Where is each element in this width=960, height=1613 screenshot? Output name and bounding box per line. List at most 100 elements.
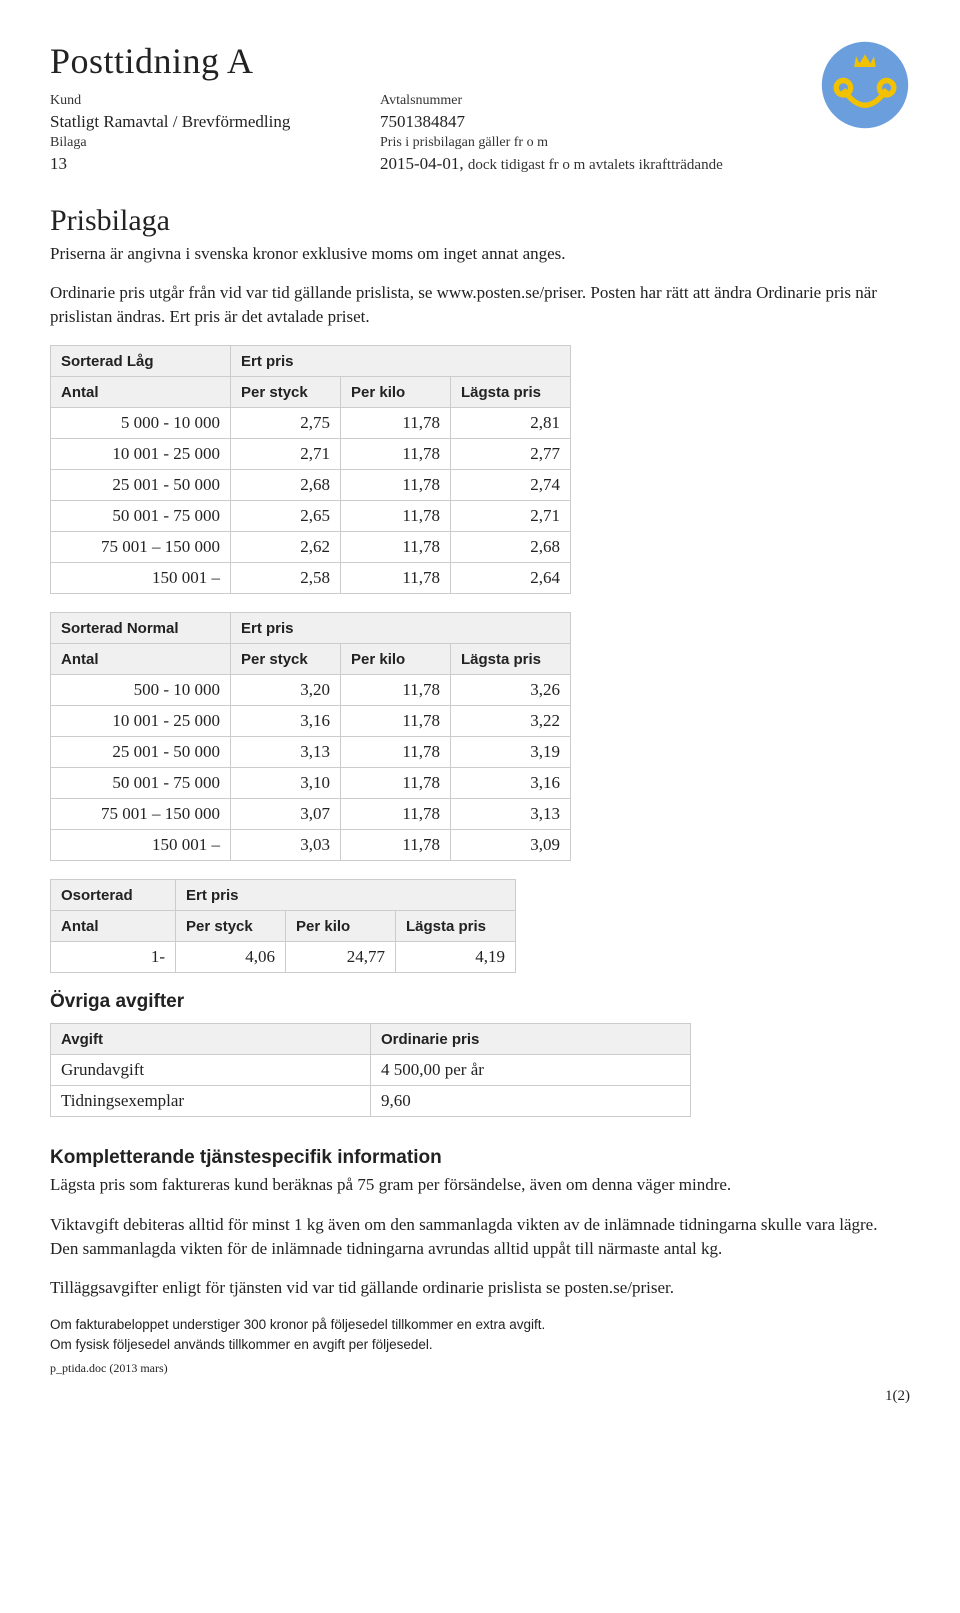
th-perkilo: Per kilo [341,644,451,675]
cell-range: 25 001 - 50 000 [51,470,231,501]
table-ovriga: Avgift Ordinarie pris Grundavgift4 500,0… [50,1023,691,1117]
cell-fee-value: 9,60 [371,1086,691,1117]
cell-range: 75 001 – 150 000 [51,799,231,830]
cell-lagsta: 2,68 [451,532,571,563]
meta-date-value: 2015-04-01, dock tidigast fr o m avtalet… [380,153,800,176]
th-ertpris: Ert pris [231,613,571,644]
meta-grid: Kund Avtalsnummer Statligt Ramavtal / Br… [50,92,800,176]
footnote-2: Om fysisk följesedel används tillkommer … [50,1336,910,1354]
cell-perkilo: 11,78 [341,768,451,799]
th-ordpris: Ordinarie pris [371,1024,691,1055]
date-note: dock tidigast fr o m avtalets ikraftträd… [468,157,723,173]
cell-lagsta: 2,64 [451,563,571,594]
table-row: 25 001 - 50 0003,1311,783,19 [51,737,571,768]
meta-bilaga-value: 13 [50,153,380,176]
th-title-normal: Sorterad Normal [51,613,231,644]
cell-lagsta: 3,16 [451,768,571,799]
document-header: Posttidning A Kund Avtalsnummer Statligt… [50,40,910,176]
cell-lagsta: 2,71 [451,501,571,532]
cell-perstyck: 3,13 [231,737,341,768]
th-title-osort: Osorterad [51,880,176,911]
cell-perkilo: 11,78 [341,737,451,768]
cell-perstyck: 2,65 [231,501,341,532]
tbody-normal: 500 - 10 0003,2011,783,2610 001 - 25 000… [51,675,571,861]
table-row: 1-4,0624,774,19 [51,942,516,973]
table-row: 50 001 - 75 0003,1011,783,16 [51,768,571,799]
cell-perkilo: 11,78 [341,470,451,501]
cell-perkilo: 11,78 [341,563,451,594]
table-row: 500 - 10 0003,2011,783,26 [51,675,571,706]
section-prisbilaga: Prisbilaga [50,204,910,238]
tbody-ovriga: Grundavgift4 500,00 per årTidningsexempl… [51,1055,691,1117]
cell-perstyck: 3,10 [231,768,341,799]
cell-perstyck: 2,62 [231,532,341,563]
meta-label-bilaga: Bilaga [50,134,380,153]
cell-perstyck: 2,75 [231,408,341,439]
table-osorterad: Osorterad Ert pris Antal Per styck Per k… [50,879,516,973]
page-title: Posttidning A [50,40,800,82]
cell-range: 50 001 - 75 000 [51,768,231,799]
th-ertpris: Ert pris [231,346,571,377]
cell-perkilo: 11,78 [341,830,451,861]
cell-perstyck: 3,07 [231,799,341,830]
th-lagsta: Lägsta pris [396,911,516,942]
kompl-p2: Viktavgift debiteras alltid för minst 1 … [50,1213,910,1261]
meta-avtal-value: 7501384847 [380,111,800,134]
table-row: 50 001 - 75 0002,6511,782,71 [51,501,571,532]
table-row: Tidningsexemplar9,60 [51,1086,691,1117]
cell-range: 5 000 - 10 000 [51,408,231,439]
cell-perstyck: 2,58 [231,563,341,594]
th-lagsta: Lägsta pris [451,644,571,675]
para2-text: Ordinarie pris utgår från vid var tid gä… [50,281,910,329]
th-antal: Antal [51,911,176,942]
table-sorterad-normal: Sorterad Normal Ert pris Antal Per styck… [50,612,571,861]
table-row: 5 000 - 10 0002,7511,782,81 [51,408,571,439]
table-row: 150 001 –2,5811,782,64 [51,563,571,594]
date-value: 2015-04-01, [380,154,464,173]
th-perkilo: Per kilo [341,377,451,408]
th-title-lag: Sorterad Låg [51,346,231,377]
cell-range: 150 001 – [51,563,231,594]
table-row: 75 001 – 150 0002,6211,782,68 [51,532,571,563]
cell-fee-name: Grundavgift [51,1055,371,1086]
cell-perkilo: 11,78 [341,706,451,737]
page-number: 1(2) [50,1388,910,1405]
th-perstyck: Per styck [231,644,341,675]
cell-perkilo: 24,77 [286,942,396,973]
cell-fee-value: 4 500,00 per år [371,1055,691,1086]
meta-label-avtal: Avtalsnummer [380,92,800,111]
th-perstyck: Per styck [231,377,341,408]
cell-lagsta: 3,19 [451,737,571,768]
cell-perstyck: 2,71 [231,439,341,470]
table-row: 75 001 – 150 0003,0711,783,13 [51,799,571,830]
table-row: 150 001 –3,0311,783,09 [51,830,571,861]
cell-perkilo: 11,78 [341,532,451,563]
cell-lagsta: 4,19 [396,942,516,973]
th-perkilo: Per kilo [286,911,396,942]
kompl-p3: Tilläggsavgifter enligt för tjänsten vid… [50,1276,910,1300]
th-antal: Antal [51,644,231,675]
cell-range: 500 - 10 000 [51,675,231,706]
cell-range: 10 001 - 25 000 [51,706,231,737]
kompl-p1: Lägsta pris som faktureras kund beräknas… [50,1173,910,1197]
kompl-title: Kompletterande tjänstespecifik informati… [50,1147,910,1169]
footnote-1: Om fakturabeloppet understiger 300 krono… [50,1316,910,1334]
ovriga-title: Övriga avgifter [50,991,910,1013]
intro-text: Priserna är angivna i svenska kronor exk… [50,242,910,266]
table-sorterad-lag: Sorterad Låg Ert pris Antal Per styck Pe… [50,345,571,594]
cell-perstyck: 3,20 [231,675,341,706]
meta-label-gallerfrom: Pris i prisbilagan gäller fr o m [380,134,800,153]
cell-lagsta: 3,26 [451,675,571,706]
tbody-osort: 1-4,0624,774,19 [51,942,516,973]
tbody-lag: 5 000 - 10 0002,7511,782,8110 001 - 25 0… [51,408,571,594]
table-row: 10 001 - 25 0003,1611,783,22 [51,706,571,737]
cell-perkilo: 11,78 [341,675,451,706]
cell-lagsta: 3,13 [451,799,571,830]
doc-ref: p_ptida.doc (2013 mars) [50,1361,910,1376]
th-antal: Antal [51,377,231,408]
cell-perstyck: 4,06 [176,942,286,973]
th-lagsta: Lägsta pris [451,377,571,408]
cell-perkilo: 11,78 [341,501,451,532]
th-perstyck: Per styck [176,911,286,942]
table-row: 10 001 - 25 0002,7111,782,77 [51,439,571,470]
